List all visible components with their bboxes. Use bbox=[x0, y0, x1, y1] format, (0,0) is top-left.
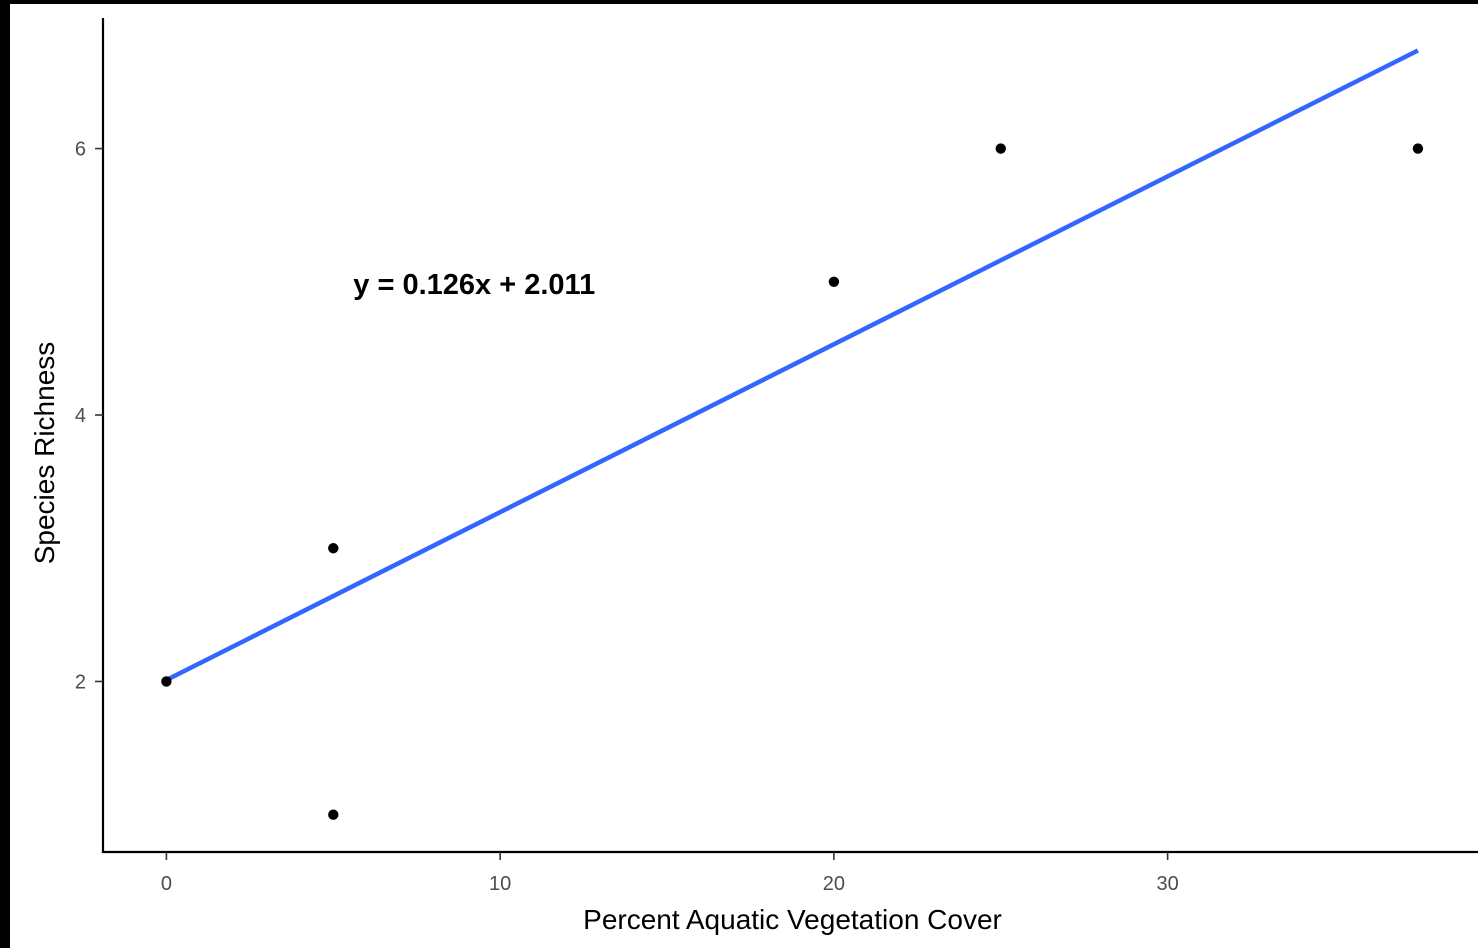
data-point bbox=[328, 543, 339, 554]
axes-layer bbox=[101, 18, 1478, 854]
data-point bbox=[828, 276, 840, 287]
x-tick-label: 20 bbox=[823, 873, 845, 895]
data-point bbox=[328, 809, 339, 820]
fit-layer bbox=[165, 48, 1419, 683]
x-tick-label: 0 bbox=[161, 873, 172, 895]
y-tick-label: 6 bbox=[75, 139, 86, 161]
y-axis-title: Species Richness bbox=[29, 342, 60, 565]
regression-line bbox=[165, 48, 1419, 683]
x-tick-label: 10 bbox=[489, 873, 511, 895]
regression-equation: y = 0.126x + 2.011 bbox=[353, 269, 595, 301]
y-tick-label: 4 bbox=[75, 405, 86, 427]
x-ticks: 0 10 20 30 bbox=[161, 852, 1179, 895]
y-ticks: 2 4 6 bbox=[75, 139, 103, 693]
x-tick-label: 30 bbox=[1156, 873, 1178, 895]
chart-background bbox=[10, 4, 1478, 948]
data-point bbox=[1412, 143, 1424, 154]
data-point bbox=[995, 143, 1006, 154]
points-layer bbox=[161, 143, 1424, 820]
y-tick-label: 2 bbox=[75, 671, 86, 693]
data-point bbox=[161, 676, 172, 687]
x-axis-title: Percent Aquatic Vegetation Cover bbox=[583, 904, 1002, 935]
